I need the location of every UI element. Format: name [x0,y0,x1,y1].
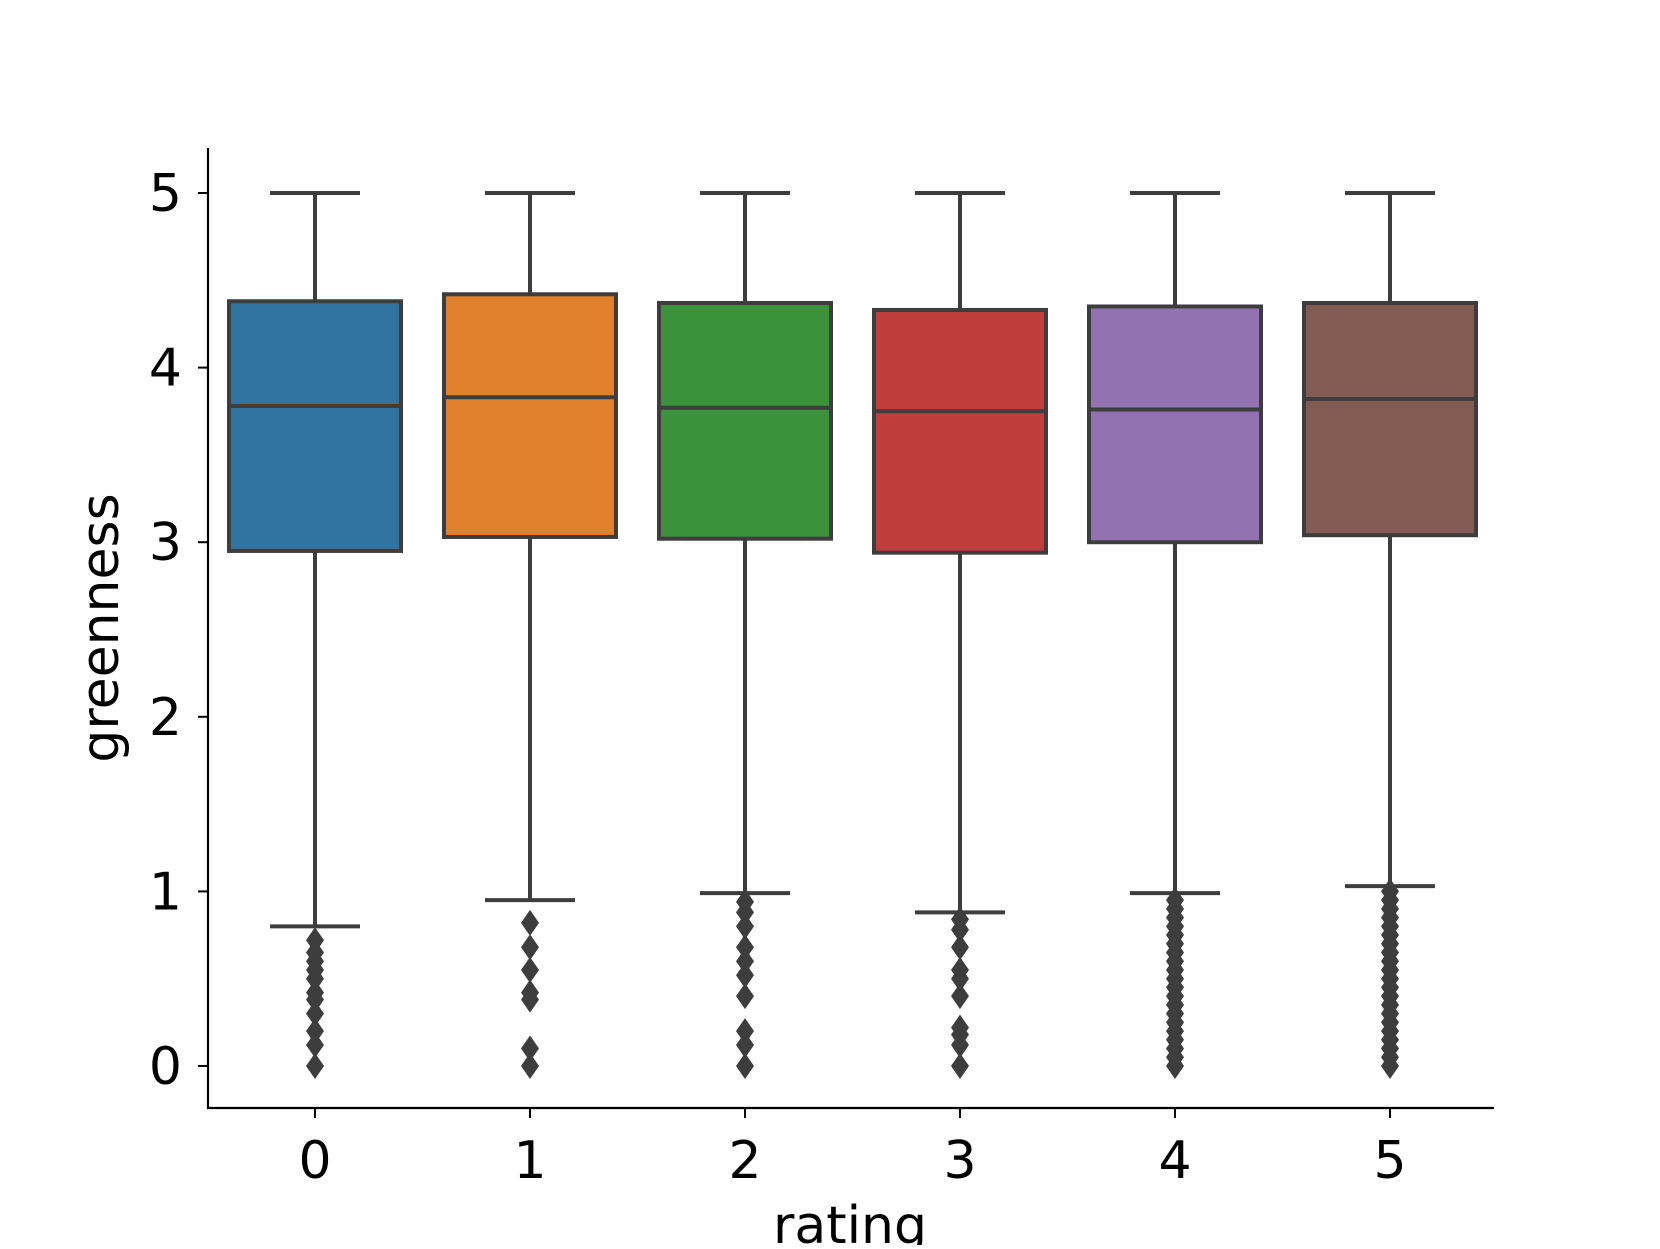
outlier-point [951,965,969,992]
y-tick-label: 0 [149,1037,182,1097]
outlier-point [736,934,754,961]
y-tick-label: 4 [149,339,182,399]
outlier-point [521,1053,539,1079]
outlier-point [521,986,539,1013]
outlier-point [1166,1053,1184,1079]
outlier-point [1381,1053,1399,1079]
x-ticks: 0 1 2 3 4 5 [298,1108,1407,1191]
box-group-rating-2 [657,191,833,1079]
outlier-point [736,1018,754,1045]
outlier-point [736,962,754,989]
y-tick-label: 3 [149,513,182,573]
axes: 0 1 2 3 4 5 0 1 2 3 4 5 rating greenness [71,148,1494,1249]
outlier-point [306,986,324,1013]
box-group-rating-1 [442,191,618,1079]
outlier-point [951,1053,969,1079]
plot-area [227,191,1478,1079]
outlier-point [306,965,324,992]
x-tick-label: 0 [298,1131,331,1191]
box-group-rating-0 [227,191,403,1079]
outlier-point [951,983,969,1010]
box-group-rating-5 [1302,191,1478,1079]
box-iqr [1087,304,1263,545]
outlier-point [521,909,539,936]
outlier-point [736,913,754,940]
x-tick-label: 2 [728,1131,761,1191]
box-iqr [872,307,1048,555]
outlier-point [736,899,754,926]
y-tick-label: 1 [149,862,182,922]
x-tick-label: 4 [1158,1131,1191,1191]
box-group-rating-3 [872,191,1048,1079]
box-iqr [442,292,618,539]
box-group-rating-4 [1087,191,1263,1079]
box-iqr [657,300,833,541]
outlier-point [306,1032,324,1059]
outlier-point [521,956,539,983]
outlier-point [951,916,969,943]
outlier-point [736,983,754,1010]
x-tick-label: 3 [943,1131,976,1191]
x-tick-label: 5 [1373,1131,1406,1191]
x-tick-label: 1 [513,1131,546,1191]
outlier-point [736,948,754,975]
outlier-point [951,1032,969,1059]
y-ticks: 0 1 2 3 4 5 [149,164,208,1097]
outlier-point [521,1035,539,1062]
outlier-point [736,1053,754,1079]
outlier-point [306,1053,324,1079]
outlier-point [306,1018,324,1045]
outlier-point [521,934,539,961]
y-tick-label: 5 [149,164,182,224]
outlier-point [736,1032,754,1059]
box-iqr [227,299,403,553]
outlier-point [306,1000,324,1027]
x-axis-label: rating [773,1196,927,1245]
box-iqr [1302,300,1478,538]
outlier-point [951,934,969,961]
y-tick-label: 2 [149,688,182,748]
y-axis-label: greenness [71,493,131,762]
